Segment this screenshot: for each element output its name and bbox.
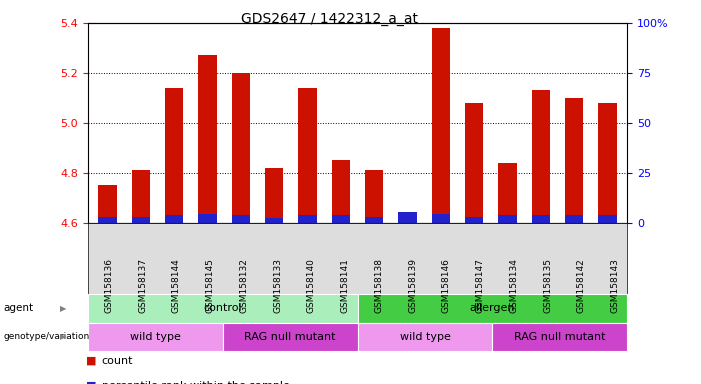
Bar [598,215,617,223]
Text: allergen: allergen [470,303,515,313]
Text: ■: ■ [86,381,96,384]
Text: agent: agent [4,303,34,313]
Bar [565,215,583,223]
Text: ▶: ▶ [60,333,67,341]
Text: GSM158137: GSM158137 [138,258,147,313]
Text: GSM158135: GSM158135 [543,258,552,313]
Text: ▶: ▶ [60,304,67,313]
Bar [398,215,416,223]
Text: GSM158146: GSM158146 [442,258,451,313]
Bar [432,214,450,223]
Bar [531,215,550,223]
Bar [232,215,250,223]
Text: GSM158132: GSM158132 [240,258,248,313]
Bar [332,215,350,223]
Text: wild type: wild type [400,332,451,342]
Text: GSM158139: GSM158139 [408,258,417,313]
Bar [365,217,383,223]
Text: wild type: wild type [130,332,181,342]
Text: GSM158134: GSM158134 [510,258,518,313]
Text: GSM158138: GSM158138 [374,258,383,313]
Text: GSM158140: GSM158140 [307,258,316,313]
Text: GSM158133: GSM158133 [273,258,283,313]
Bar [265,218,283,223]
Bar [465,217,483,223]
Text: RAG null mutant: RAG null mutant [244,332,336,342]
Bar [132,217,150,223]
Bar [299,215,317,223]
Bar [531,91,550,223]
Text: GDS2647 / 1422312_a_at: GDS2647 / 1422312_a_at [241,12,418,25]
Text: percentile rank within the sample: percentile rank within the sample [102,381,290,384]
Text: count: count [102,356,133,366]
Bar [299,88,317,223]
Bar [198,56,217,223]
Text: GSM158147: GSM158147 [475,258,484,313]
Bar [598,103,617,223]
Bar [365,170,383,223]
Bar [132,170,150,223]
Bar [498,215,517,223]
Bar [398,212,416,223]
Text: genotype/variation: genotype/variation [4,333,90,341]
Text: GSM158145: GSM158145 [205,258,215,313]
Text: GSM158136: GSM158136 [104,258,114,313]
Bar [498,163,517,223]
Bar [332,161,350,223]
Text: GSM158141: GSM158141 [341,258,350,313]
Text: GSM158142: GSM158142 [577,258,586,313]
Bar [465,103,483,223]
Text: GSM158144: GSM158144 [172,258,181,313]
Text: ■: ■ [86,356,96,366]
Bar [265,168,283,223]
Text: RAG null mutant: RAG null mutant [514,332,606,342]
Text: control: control [203,303,242,313]
Bar [232,73,250,223]
Bar [432,28,450,223]
Text: GSM158143: GSM158143 [611,258,620,313]
Bar [198,214,217,223]
Bar [165,88,184,223]
Bar [98,185,117,223]
Bar [565,98,583,223]
Bar [98,217,117,223]
Bar [165,215,184,223]
